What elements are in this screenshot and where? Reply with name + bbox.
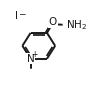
Text: N: N	[27, 54, 34, 64]
Text: O: O	[49, 17, 57, 27]
Text: +: +	[31, 51, 38, 59]
Text: −: −	[18, 9, 26, 18]
Text: NH$_2$: NH$_2$	[66, 18, 87, 32]
Text: I: I	[15, 11, 18, 21]
